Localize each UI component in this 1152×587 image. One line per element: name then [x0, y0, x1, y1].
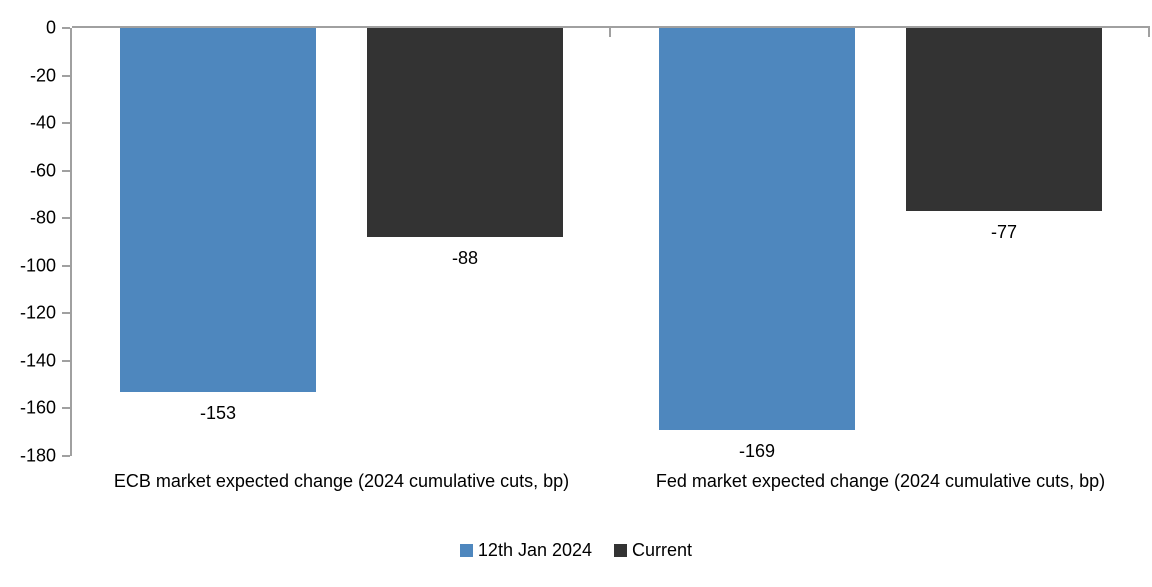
bar-current-cat1 [906, 28, 1102, 212]
y-tick-mark [62, 74, 70, 77]
y-tick-mark [62, 407, 70, 410]
y-tick-label: -180 [19, 445, 56, 466]
y-tick-label: 0 [45, 17, 56, 38]
y-tick-label: -40 [29, 112, 56, 133]
bar-12th-jan-2024-cat0 [120, 28, 316, 392]
legend-label: Current [632, 540, 693, 560]
bar-value-label: -77 [990, 222, 1017, 243]
bar-12th-jan-2024-cat1 [659, 28, 855, 430]
y-tick-mark [62, 122, 70, 125]
category-label: Fed market expected change (2024 cumulat… [655, 471, 1106, 491]
y-tick-label: -140 [19, 350, 56, 371]
legend-item: 12th Jan 2024 [459, 540, 593, 561]
bar-value-label: -153 [199, 402, 237, 423]
y-axis-line [70, 28, 72, 456]
x-axis-line [72, 26, 1150, 28]
category-label: ECB market expected change (2024 cumulat… [113, 471, 570, 491]
y-tick-label: -20 [29, 65, 56, 86]
y-tick-label: -120 [19, 302, 56, 323]
y-tick-mark [62, 217, 70, 220]
category-boundary-tick [1148, 28, 1150, 37]
y-tick-label: -100 [19, 255, 56, 276]
y-tick-label: -60 [29, 160, 56, 181]
bar-value-label: -169 [738, 440, 776, 461]
legend: 12th Jan 2024 Current [0, 540, 1152, 561]
y-tick-mark [62, 359, 70, 362]
bar-current-cat0 [367, 28, 563, 238]
category-boundary-tick [609, 28, 611, 37]
y-tick-mark [62, 169, 70, 172]
bar-value-label: -88 [451, 248, 478, 269]
y-tick-label: -80 [29, 207, 56, 228]
y-tick-mark [62, 455, 70, 457]
y-tick-label: -160 [19, 397, 56, 418]
y-tick-mark [62, 312, 70, 315]
legend-swatch-current [614, 544, 628, 557]
legend-label: 12th Jan 2024 [477, 540, 593, 560]
y-tick-mark [62, 264, 70, 267]
legend-item: Current [614, 540, 692, 561]
legend-swatch-12th-jan-2024 [459, 544, 473, 557]
y-tick-mark [62, 27, 70, 29]
